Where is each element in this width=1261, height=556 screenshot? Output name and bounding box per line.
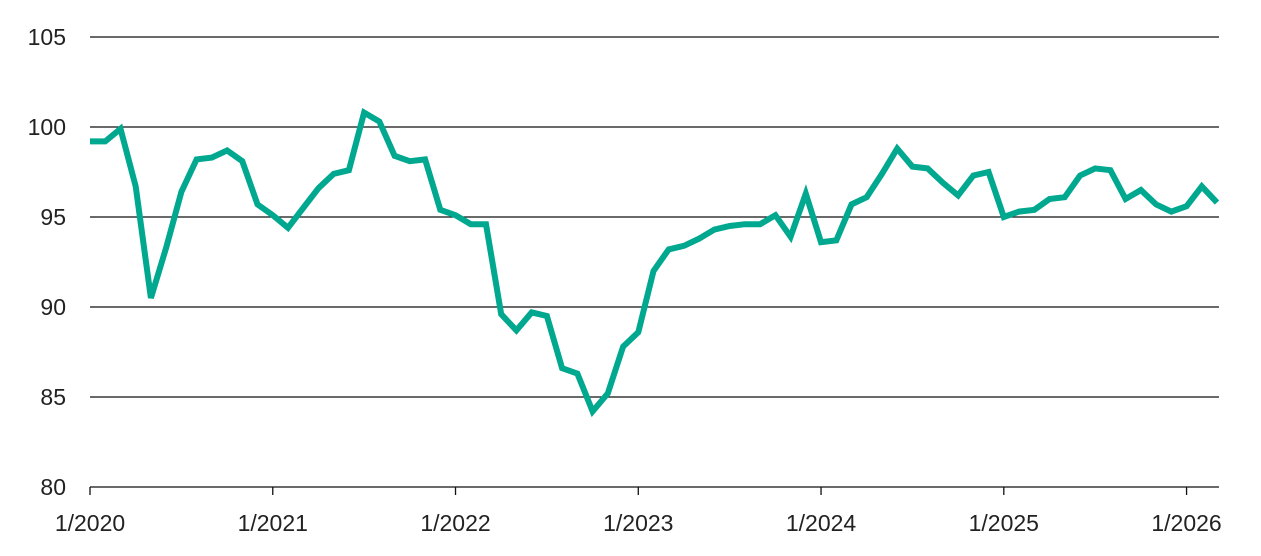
x-axis: 1/2020 1/2021 1/2022 1/2023 1/2024 1/2025 1/20… [55,487,1222,536]
x-tick-label: 1/2024 [786,510,857,536]
x-tick-label: 1/2022 [420,510,490,536]
x-tick-label: 1/2026 [1151,510,1221,536]
x-tick-label: 1/2025 [969,510,1039,536]
y-tick-label: 85 [40,384,66,410]
y-tick-label: 95 [40,204,66,230]
x-tick-label: 1/2020 [55,510,125,536]
y-axis: 80 85 90 95 100 105 [28,24,66,500]
x-tick-label: 1/2021 [238,510,308,536]
gridlines [90,36,1219,488]
y-tick-label: 105 [28,24,66,50]
y-tick-label: 90 [40,294,66,320]
series-group [90,108,1220,418]
series-line [90,108,1220,418]
x-tick-label: 1/2023 [603,510,673,536]
y-tick-label: 80 [40,474,66,500]
y-tick-label: 100 [28,114,66,140]
